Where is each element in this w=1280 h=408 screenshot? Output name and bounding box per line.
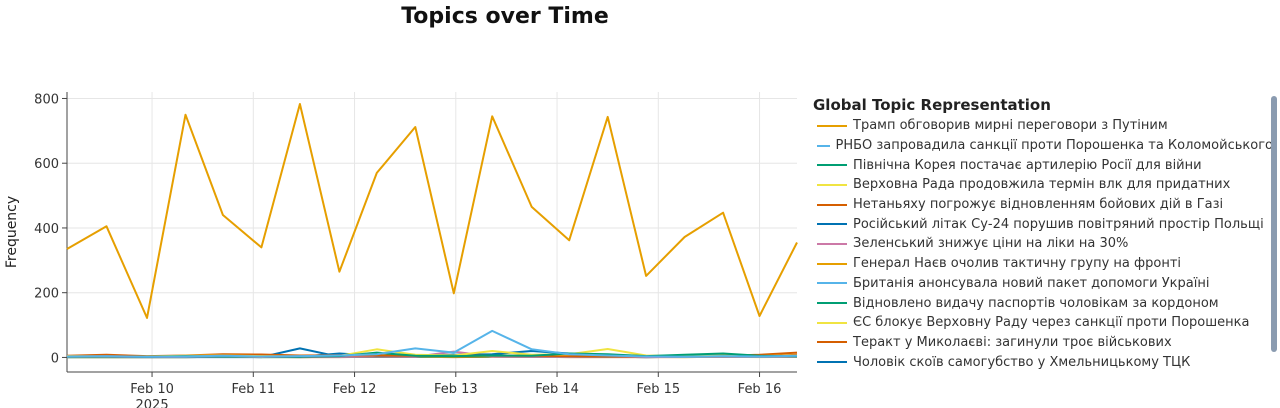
x-tick-label: Feb 14: [535, 382, 579, 397]
chart-title: Topics over Time: [401, 4, 609, 29]
legend-swatch: [817, 282, 847, 285]
legend-swatch: [817, 341, 847, 344]
legend-item[interactable]: Російський літак Су-24 порушив повітряни…: [813, 214, 1273, 234]
legend-item[interactable]: ЄС блокує Верховну Раду через санкції пр…: [813, 313, 1273, 333]
series-layer: [66, 103, 798, 359]
legend-title: Global Topic Representation: [813, 96, 1051, 114]
legend-item[interactable]: Теракт у Миколаєві: загинули троє військ…: [813, 333, 1273, 353]
legend-label: ЄС блокує Верховну Раду через санкції пр…: [853, 315, 1250, 331]
x-tick-label: Feb 10: [130, 382, 174, 397]
legend-swatch: [817, 164, 847, 167]
x-tick-label: Feb 12: [333, 382, 377, 397]
legend-label: Північна Корея постачає артилерію Росії …: [853, 157, 1202, 173]
legend-swatch: [817, 144, 830, 147]
legend-item[interactable]: Нетаньяху погрожує відновленням бойових …: [813, 195, 1273, 215]
legend-label: Британія анонсувала новий пакет допомоги…: [853, 275, 1210, 291]
legend-item[interactable]: Зеленський знижує ціни на ліки на 30%: [813, 234, 1273, 254]
legend-label: Теракт у Миколаєві: загинули троє військ…: [853, 334, 1172, 350]
legend-item[interactable]: Північна Корея постачає артилерію Росії …: [813, 155, 1273, 175]
legend-label: Трамп обговорив мирні переговори з Путін…: [853, 118, 1168, 134]
y-tick-label: 600: [34, 157, 59, 172]
y-tick-label: 800: [34, 92, 59, 107]
legend-item[interactable]: РНБО запровадила санкції проти Порошенка…: [813, 136, 1273, 156]
x-tick-label: Feb 15: [636, 382, 680, 397]
legend: Global Topic Representation Трамп обгово…: [813, 96, 1273, 372]
legend-item[interactable]: Генерал Наєв очолив тактичну групу на фр…: [813, 254, 1273, 274]
legend-swatch: [817, 183, 847, 186]
legend-items: Трамп обговорив мирні переговори з Путін…: [813, 116, 1273, 372]
legend-scrollbar[interactable]: [1271, 96, 1277, 352]
x-tick-sublabel: 2025: [136, 398, 169, 408]
legend-item[interactable]: Чоловік скоїв самогубство у Хмельницьком…: [813, 352, 1273, 372]
legend-swatch: [817, 223, 847, 226]
y-tick-label: 400: [34, 222, 59, 237]
legend-label: Російський літак Су-24 порушив повітряни…: [853, 216, 1264, 232]
legend-label: Чоловік скоїв самогубство у Хмельницьком…: [853, 354, 1191, 370]
legend-swatch: [817, 302, 847, 305]
series-line[interactable]: [66, 329, 798, 358]
legend-label: Зеленський знижує ціни на ліки на 30%: [853, 236, 1129, 252]
legend-swatch: [817, 321, 847, 324]
legend-swatch: [817, 262, 847, 265]
y-tick-label: 0: [51, 351, 59, 366]
legend-label: Генерал Наєв очолив тактичну групу на фр…: [853, 256, 1182, 272]
legend-item[interactable]: Верховна Рада продовжила термін влк для …: [813, 175, 1273, 195]
legend-swatch: [817, 124, 847, 127]
legend-item[interactable]: Відновлено видачу паспортів чоловікам за…: [813, 293, 1273, 313]
legend-swatch: [817, 242, 847, 245]
x-tick-label: Feb 16: [738, 382, 782, 397]
legend-label: Верховна Рада продовжила термін влк для …: [853, 177, 1231, 193]
legend-item[interactable]: Британія анонсувала новий пакет допомоги…: [813, 274, 1273, 294]
series-line[interactable]: [66, 103, 798, 319]
x-tick-label: Feb 11: [231, 382, 275, 397]
legend-label: Відновлено видачу паспортів чоловікам за…: [853, 295, 1219, 311]
legend-swatch: [817, 361, 847, 364]
y-axis-label: Frequency: [4, 196, 20, 268]
grid-layer: [67, 92, 797, 372]
legend-swatch: [817, 203, 847, 206]
x-tick-label: Feb 13: [434, 382, 478, 397]
y-tick-label: 200: [34, 287, 59, 302]
legend-item[interactable]: Трамп обговорив мирні переговори з Путін…: [813, 116, 1273, 136]
legend-label: Нетаньяху погрожує відновленням бойових …: [853, 197, 1224, 213]
legend-label: РНБО запровадила санкції проти Порошенка…: [835, 138, 1274, 154]
